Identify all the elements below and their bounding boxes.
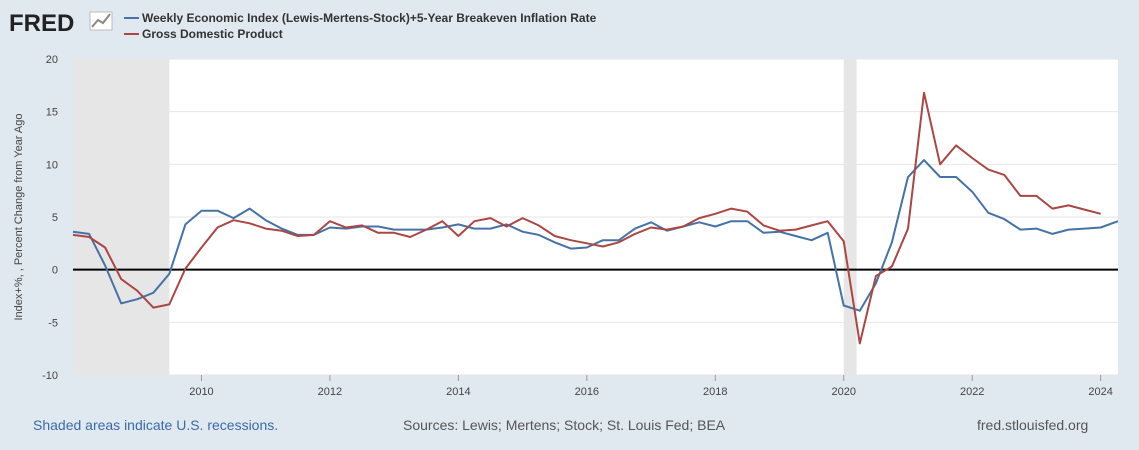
logo-text: FRED: [9, 10, 74, 37]
fred-logo[interactable]: FRED: [9, 10, 113, 37]
x-tick-label: 2018: [703, 386, 727, 398]
legend-entry-gdp[interactable]: Gross Domestic Product: [124, 27, 283, 41]
y-tick-label: -10: [42, 370, 58, 382]
y-axis-ticks: -10 -5 0 5 10 15 20: [42, 54, 58, 382]
recession-note: Shaded areas indicate U.S. recessions.: [33, 417, 279, 433]
chart-svg: FRED Weekly Economic Index (Lewis-Merten…: [9, 10, 1119, 398]
x-tick-label: 2016: [575, 386, 599, 398]
series-line-0: [72, 159, 1119, 312]
y-tick-label: -5: [48, 317, 58, 329]
x-tick-label: 2010: [189, 386, 213, 398]
chart-trend-icon: [89, 11, 113, 31]
y-tick-label: 5: [52, 212, 58, 224]
series-lines: [72, 91, 1119, 345]
x-tick-label: 2020: [832, 386, 856, 398]
legend-entry-wei[interactable]: Weekly Economic Index (Lewis-Mertens-Sto…: [124, 11, 597, 25]
legend-label-wei: Weekly Economic Index (Lewis-Mertens-Sto…: [142, 11, 597, 25]
x-axis-ticks: 2010 2012 2014 2016 2018 2020 2022 2024: [189, 375, 1113, 398]
chart-legend: Weekly Economic Index (Lewis-Mertens-Sto…: [124, 11, 597, 41]
x-tick-label: 2024: [1088, 386, 1112, 398]
x-tick-label: 2012: [318, 386, 342, 398]
series-line-1: [72, 91, 1101, 345]
y-tick-label: 10: [46, 159, 58, 171]
legend-label-gdp: Gross Domestic Product: [142, 27, 283, 41]
sources-text: Sources: Lewis; Mertens; Stock; St. Loui…: [403, 417, 726, 433]
x-tick-label: 2022: [960, 386, 984, 398]
y-tick-label: 20: [46, 54, 58, 66]
y-tick-label: 0: [52, 265, 58, 277]
y-axis-label: Index+%, , Percent Change from Year Ago: [13, 114, 25, 321]
y-tick-label: 15: [46, 107, 58, 119]
fred-url-link[interactable]: fred.stlouisfed.org: [977, 417, 1089, 433]
x-tick-label: 2014: [446, 386, 470, 398]
